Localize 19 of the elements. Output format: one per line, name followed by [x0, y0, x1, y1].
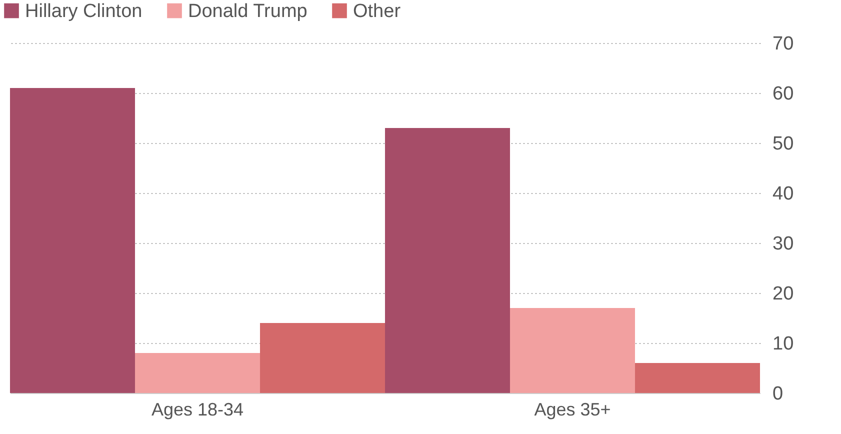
bar — [10, 88, 135, 393]
y-tick-label: 40 — [772, 184, 794, 204]
x-tick-label: Ages 35+ — [534, 400, 611, 420]
bar — [135, 353, 260, 393]
y-tick-label: 30 — [772, 234, 794, 254]
y-tick-label: 60 — [772, 84, 794, 104]
y-tick-label: 50 — [772, 134, 794, 154]
x-tick-label: Ages 18-34 — [151, 400, 244, 420]
y-tick-label: 20 — [772, 284, 794, 304]
y-tick-label: 70 — [772, 34, 794, 54]
bar — [385, 128, 510, 393]
legend-label: Donald Trump — [188, 0, 308, 22]
bar — [635, 363, 760, 393]
y-tick-label: 0 — [772, 384, 784, 404]
legend-label: Hillary Clinton — [25, 0, 142, 22]
y-tick-label: 10 — [772, 334, 794, 354]
bar — [510, 308, 635, 393]
bar — [260, 323, 385, 393]
legend-label: Other — [353, 0, 402, 22]
